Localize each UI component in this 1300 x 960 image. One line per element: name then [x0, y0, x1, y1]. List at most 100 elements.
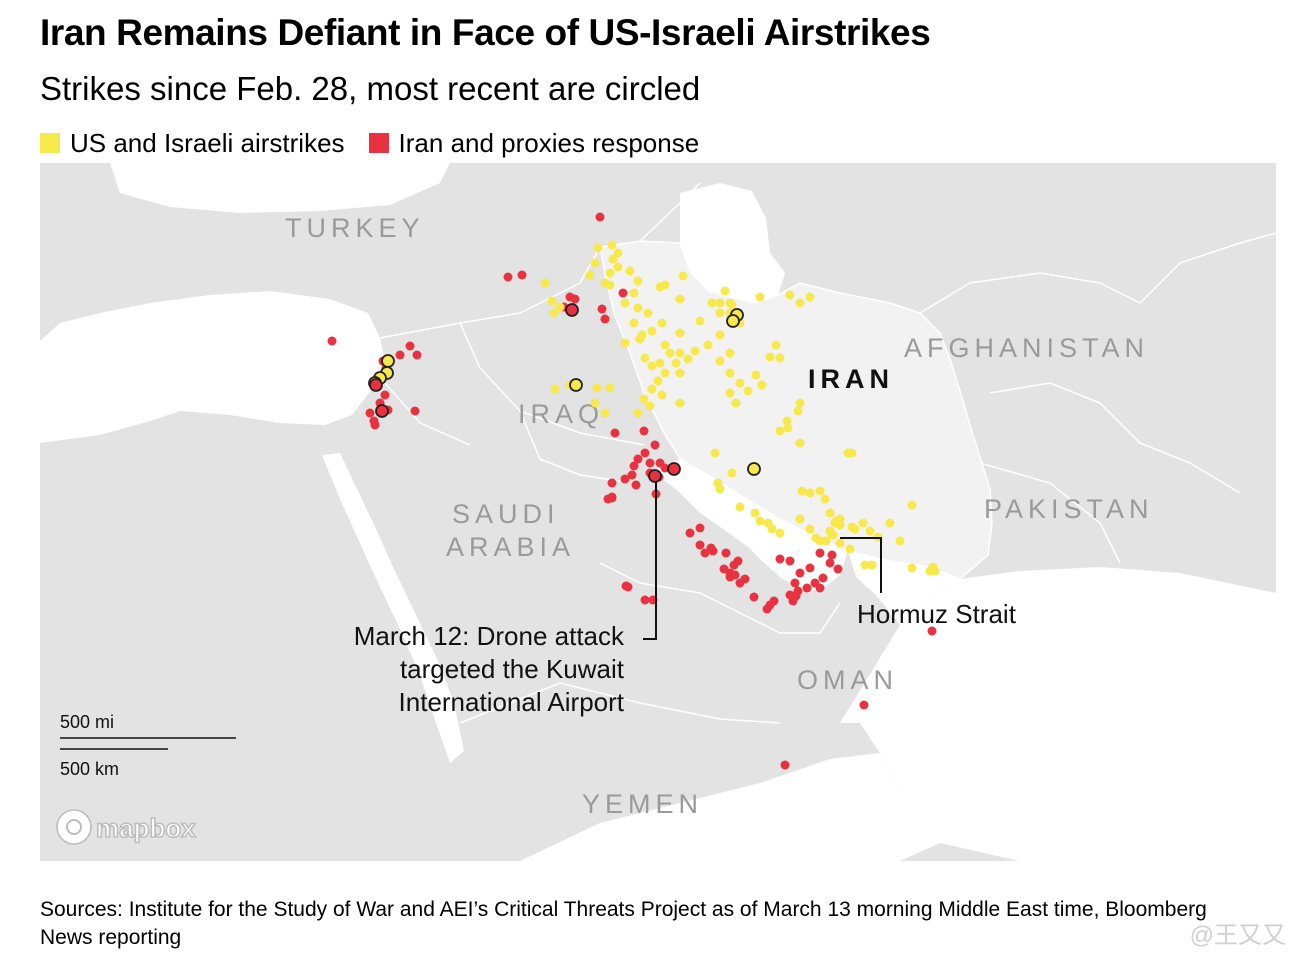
strike-dot-recent-circled [667, 462, 681, 476]
strike-dot-us-israel [795, 298, 805, 308]
strike-dot-us-israel [715, 330, 725, 340]
annotation-kuwait-line3: International Airport [399, 687, 625, 717]
strike-dot-iran-proxies [633, 454, 643, 464]
strike-dot-recent-circled [648, 469, 662, 483]
strike-dot-us-israel [620, 298, 630, 308]
strike-dot-us-israel [805, 292, 815, 302]
scale-km: 500 km [60, 759, 119, 779]
strike-dot-us-israel [775, 426, 785, 436]
label-turkey: TURKEY [285, 213, 425, 243]
strike-dot-iran-proxies [380, 390, 390, 400]
strike-dot-us-israel [928, 562, 938, 572]
strike-dot-iran-proxies [695, 523, 705, 533]
strike-dot-us-israel [710, 448, 720, 458]
strike-dot-us-israel [795, 438, 805, 448]
strike-dot-us-israel [633, 408, 643, 418]
map-svg: TURKEY IRAQ IRAN AFGHANISTAN PAKISTAN SA… [40, 163, 1276, 861]
legend-item-iran: Iran and proxies response [368, 128, 699, 159]
strike-dot-iran-proxies [503, 272, 513, 282]
strike-dot-iran-proxies [785, 556, 795, 566]
strike-dot-iran-proxies [620, 474, 630, 484]
strike-dot-us-israel [605, 280, 615, 290]
strike-dot-us-israel [647, 384, 657, 394]
strike-dot-us-israel [767, 524, 777, 534]
strike-dot-iran-proxies [600, 314, 610, 324]
label-pakistan: PAKISTAN [984, 494, 1154, 524]
strike-dot-us-israel [592, 383, 602, 393]
strike-dot-iran-proxies [629, 461, 639, 471]
strike-dot-iran-proxies [685, 528, 695, 538]
black-sea [110, 163, 450, 213]
strike-dot-iran-proxies [639, 426, 649, 436]
strike-dot-iran-proxies [780, 760, 790, 770]
strike-dot-us-israel [755, 292, 765, 302]
annotation-kuwait-line1: March 12: Drone attack [354, 621, 625, 651]
strike-dot-us-israel [795, 514, 805, 524]
strike-dot-us-israel [820, 494, 830, 504]
strike-dot-us-israel [633, 303, 643, 313]
strike-dot-us-israel [671, 358, 681, 368]
strike-dot-us-israel [727, 300, 737, 310]
strike-dot-iran-proxies [627, 470, 637, 480]
strike-dot-us-israel [771, 340, 781, 350]
strike-dot-iran-proxies [791, 591, 801, 601]
strike-dot-iran-proxies [369, 416, 379, 426]
strike-dot-iran-proxies [570, 294, 580, 304]
strike-dot-iran-proxies [762, 604, 772, 614]
label-yemen: YEMEN [582, 789, 703, 819]
strike-dot-us-israel [547, 296, 557, 306]
strike-dot-iran-proxies [645, 458, 655, 468]
mapbox-logo-icon [56, 809, 92, 845]
strike-dot-iran-proxies [827, 550, 837, 560]
strike-dot-us-israel [590, 258, 600, 268]
label-iraq: IRAQ [518, 399, 604, 429]
strike-dot-iran-proxies [395, 350, 405, 360]
strike-dot-us-israel [783, 423, 793, 433]
strike-dot-us-israel [660, 368, 670, 378]
label-iran: IRAN [808, 364, 894, 394]
strike-dot-us-israel [633, 276, 643, 286]
strike-dot-recent-circled [381, 354, 395, 368]
strike-dot-us-israel [860, 560, 870, 570]
strike-dot-iran-proxies [610, 428, 620, 438]
strike-dot-us-israel [585, 270, 595, 280]
mapbox-logo: mapbox [56, 809, 197, 845]
strike-dot-us-israel [765, 352, 775, 362]
strike-dot-us-israel [555, 302, 565, 312]
strike-dot-us-israel [815, 486, 825, 496]
label-oman: OMAN [797, 665, 898, 695]
strike-dot-us-israel [675, 348, 685, 358]
scale-bar: 500 mi 500 km [60, 712, 236, 779]
strike-dot-us-israel [690, 346, 700, 356]
legend-swatch-yellow [40, 133, 60, 153]
strike-dot-us-israel [793, 406, 803, 416]
label-afghanistan: AFGHANISTAN [904, 333, 1149, 363]
strike-dot-us-israel [675, 368, 685, 378]
strike-dot-iran-proxies [618, 288, 628, 298]
strike-dot-us-israel [675, 328, 685, 338]
annotation-hormuz-label: Hormuz Strait [857, 599, 1017, 629]
strike-dot-iran-proxies [805, 563, 815, 573]
strike-dot-us-israel [550, 384, 560, 394]
strike-dot-iran-proxies [708, 546, 718, 556]
strike-dot-us-israel [795, 398, 805, 408]
strike-dot-us-israel [775, 528, 785, 538]
strike-dot-us-israel [735, 378, 745, 388]
strike-dot-us-israel [725, 368, 735, 378]
strike-dot-us-israel [613, 248, 623, 258]
strike-dot-us-israel [608, 254, 618, 264]
strike-dot-us-israel [845, 544, 855, 554]
country-borders [379, 182, 1276, 724]
strike-dot-us-israel [678, 271, 688, 281]
strike-dot-us-israel [645, 401, 655, 411]
gulf-of-aden [520, 753, 940, 861]
strike-dot-us-israel [775, 353, 785, 363]
strike-dot-us-israel [805, 524, 815, 534]
red-sea [322, 453, 464, 763]
strike-dot-us-israel [695, 316, 705, 326]
strike-dot-us-israel [867, 560, 877, 570]
strike-dot-us-israel [850, 524, 860, 534]
annotation-hormuz: Hormuz Strait [840, 537, 1017, 629]
legend-swatch-red [368, 133, 389, 153]
strike-dot-iran-proxies [695, 540, 705, 550]
